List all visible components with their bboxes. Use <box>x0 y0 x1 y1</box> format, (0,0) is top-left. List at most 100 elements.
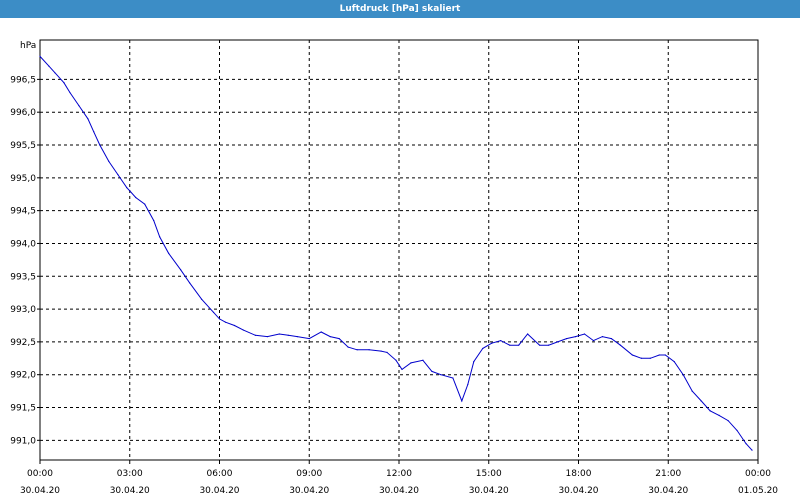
data-point <box>126 187 128 189</box>
data-point <box>658 354 660 356</box>
y-tick-label: 991,0 <box>10 436 36 446</box>
x-tick-date-label: 30.04.20 <box>469 486 509 496</box>
x-tick-time-label: 00:00 <box>745 469 771 479</box>
x-tick-date-label: 30.04.20 <box>289 486 329 496</box>
data-point <box>565 337 568 340</box>
y-tick-label: 992,5 <box>10 338 36 348</box>
data-point <box>500 339 502 342</box>
data-point <box>129 190 131 192</box>
data-point <box>410 362 412 364</box>
data-point <box>422 359 424 361</box>
data-point <box>509 344 511 346</box>
chart-title: Luftdruck [hPa] skaliert <box>0 0 800 18</box>
x-tick-date-label: 01.05.20 <box>738 486 778 496</box>
x-tick-time-label: 03:00 <box>117 469 143 479</box>
data-point <box>254 334 256 336</box>
x-tick-time-label: 00:00 <box>27 469 53 479</box>
data-point <box>718 414 720 416</box>
x-tick-time-label: 15:00 <box>476 469 502 479</box>
y-axis-unit-label: hPa <box>20 41 36 51</box>
data-point <box>482 347 484 350</box>
data-point <box>673 360 675 363</box>
x-tick-time-label: 12:00 <box>386 469 412 479</box>
data-point <box>745 442 747 445</box>
x-tick-date-label: 30.04.20 <box>648 486 688 496</box>
x-tick-date-label: 30.04.20 <box>558 486 598 496</box>
data-point <box>278 333 280 335</box>
data-point <box>664 354 666 356</box>
data-point <box>386 351 388 353</box>
data-point <box>218 318 221 320</box>
data-point <box>99 144 101 146</box>
data-point <box>87 118 89 120</box>
y-tick-label: 994,0 <box>10 239 36 249</box>
data-point <box>224 321 227 323</box>
data-point <box>338 337 340 340</box>
y-tick-label: 993,5 <box>10 272 36 282</box>
data-point <box>473 360 475 363</box>
data-point <box>356 349 358 351</box>
data-point <box>117 173 119 176</box>
data-point <box>39 55 41 58</box>
y-tick-label: 996,0 <box>10 108 36 118</box>
data-point <box>461 400 463 402</box>
y-tick-label: 994,5 <box>10 207 36 217</box>
data-point <box>491 342 493 344</box>
x-tick-time-label: 06:00 <box>207 469 233 479</box>
data-point <box>144 203 146 205</box>
data-point <box>467 383 469 386</box>
data-point <box>583 333 586 335</box>
data-point <box>63 82 65 84</box>
data-point <box>266 336 268 338</box>
data-point <box>527 333 529 335</box>
data-point <box>200 298 203 300</box>
data-point <box>54 72 56 74</box>
data-point <box>242 329 245 331</box>
data-point <box>320 331 322 333</box>
data-point <box>574 336 577 338</box>
y-tick-label: 995,0 <box>10 174 36 184</box>
data-point <box>751 449 753 451</box>
grid-lines <box>40 40 758 460</box>
chart-area: 991,0 991,5 992,0 992,5 993,0 993,5 994,0 994,5… <box>0 18 800 500</box>
data-point <box>601 336 604 338</box>
data-point <box>709 410 711 412</box>
data-point <box>233 324 236 327</box>
data-point <box>159 236 161 238</box>
x-tick-time-label: 21:00 <box>655 469 681 479</box>
data-point <box>682 374 684 376</box>
x-tick-date-label: 30.04.20 <box>20 486 60 496</box>
data-point <box>296 336 298 338</box>
data-point <box>631 354 633 356</box>
data-point <box>308 337 310 340</box>
data-point <box>395 359 397 361</box>
y-tick-label: 992,0 <box>10 371 36 381</box>
data-point <box>329 336 331 338</box>
data-point <box>547 344 550 346</box>
data-point <box>188 282 191 284</box>
data-point <box>368 349 370 351</box>
data-point <box>48 65 50 67</box>
data-point <box>610 337 613 340</box>
data-point <box>440 374 442 376</box>
x-tick-time-label: 09:00 <box>296 469 322 479</box>
data-point <box>287 334 289 336</box>
pressure-chart: 991,0 991,5 992,0 992,5 993,0 993,5 994,0 994,5… <box>10 39 778 496</box>
data-point <box>153 219 155 222</box>
data-point <box>691 390 693 392</box>
data-point <box>727 420 729 422</box>
x-tick-date-label: 30.04.20 <box>110 486 150 496</box>
series-layer <box>39 55 753 451</box>
data-point <box>69 91 71 94</box>
data-point <box>592 339 595 342</box>
x-tick-time-label: 18:00 <box>566 469 592 479</box>
data-point <box>135 196 137 199</box>
y-tick-label: 996,5 <box>10 75 36 85</box>
x-tick-date-label: 30.04.20 <box>199 486 239 496</box>
data-point <box>556 341 559 343</box>
data-point <box>619 344 621 346</box>
x-axis-ticks: 00:00 30.04.20 03:00 30.04.20 06:00 30.04.20 0… <box>20 460 778 496</box>
y-tick-label: 993,0 <box>10 305 36 315</box>
x-tick-date-label: 30.04.20 <box>379 486 419 496</box>
data-point <box>649 357 651 359</box>
